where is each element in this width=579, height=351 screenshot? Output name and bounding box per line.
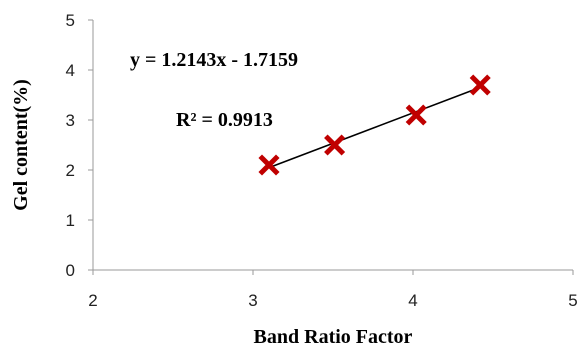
x-tick-label: 4: [408, 291, 417, 310]
y-tick-label: 1: [66, 211, 75, 230]
data-points: [258, 74, 491, 176]
y-tick-label: 0: [66, 261, 75, 280]
data-point: [405, 104, 427, 126]
data-point: [324, 134, 346, 156]
r-squared-label: R² = 0.9913: [176, 109, 273, 131]
x-tick-label: 2: [88, 291, 97, 310]
x-tick-group: 2 3 4 5: [88, 270, 578, 310]
x-tick-label: 3: [248, 291, 257, 310]
trendline-equation: y = 1.2143x - 1.7159: [130, 49, 298, 71]
y-tick-label: 2: [66, 161, 75, 180]
data-point: [258, 154, 280, 176]
y-tick-group: 0 1 2 3 4 5: [66, 11, 93, 280]
x-tick-label: 5: [568, 291, 577, 310]
x-axis-label: Band Ratio Factor: [254, 326, 413, 348]
y-tick-label: 5: [66, 11, 75, 30]
y-tick-label: 4: [66, 61, 75, 80]
y-axis-label: Gel content(%): [10, 79, 32, 211]
data-point: [469, 74, 491, 96]
y-tick-label: 3: [66, 111, 75, 130]
trendline: [268, 86, 481, 169]
